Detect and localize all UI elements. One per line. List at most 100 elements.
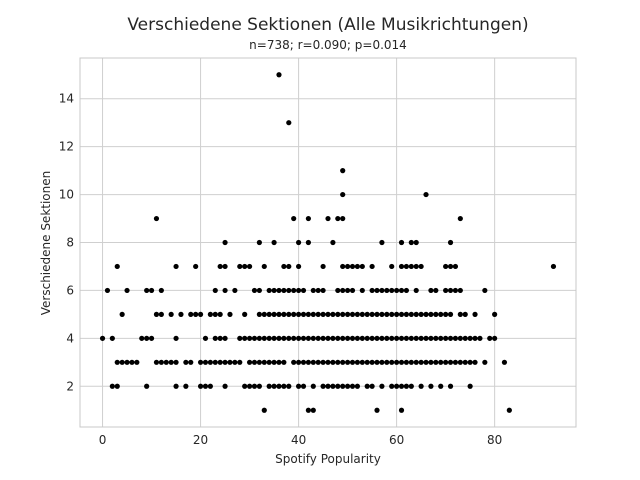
data-point <box>305 359 311 365</box>
data-point <box>104 287 111 294</box>
data-point <box>340 335 346 341</box>
data-point <box>398 239 405 246</box>
data-point <box>158 311 164 317</box>
data-point <box>335 359 341 365</box>
data-point <box>345 287 351 294</box>
data-point <box>443 335 449 341</box>
data-point <box>153 311 160 317</box>
data-point <box>433 359 439 365</box>
data-point <box>242 335 248 341</box>
data-point <box>251 359 258 365</box>
data-point <box>276 335 282 341</box>
data-point <box>330 335 336 341</box>
data-point <box>374 407 380 413</box>
data-point <box>369 311 375 317</box>
data-point <box>222 263 228 270</box>
data-point <box>266 311 272 317</box>
data-point <box>237 335 243 341</box>
data-point <box>438 335 444 341</box>
data-point <box>286 383 292 389</box>
data-point <box>271 311 277 317</box>
data-point <box>403 335 410 341</box>
data-point <box>369 287 375 294</box>
data-point <box>256 239 262 246</box>
data-point <box>389 383 395 389</box>
data-point <box>246 359 253 365</box>
data-point <box>492 335 498 341</box>
data-point <box>305 311 311 317</box>
y-axis-label: Verschiedene Sektionen <box>39 171 53 316</box>
data-point <box>394 335 400 341</box>
data-point <box>232 287 238 294</box>
y-tick-labels: 2 4 6 8 10 12 14 <box>59 92 74 394</box>
data-point <box>251 335 258 341</box>
data-point <box>447 287 454 294</box>
data-point <box>276 72 282 78</box>
data-point <box>398 359 405 365</box>
data-point <box>193 311 199 317</box>
data-point <box>295 359 302 365</box>
data-point <box>173 263 179 270</box>
data-point <box>212 287 218 294</box>
data-point <box>315 359 321 365</box>
data-point <box>256 287 262 294</box>
data-point <box>354 263 361 270</box>
data-point <box>261 407 267 413</box>
data-point <box>148 335 155 341</box>
data-point <box>266 287 272 294</box>
data-point <box>447 239 454 246</box>
data-point <box>261 335 267 341</box>
data-point <box>462 311 468 317</box>
data-point <box>330 311 336 317</box>
data-point <box>251 383 258 389</box>
data-point <box>300 383 307 389</box>
data-point <box>408 239 414 246</box>
data-point <box>295 239 302 246</box>
data-point <box>359 335 365 341</box>
data-point <box>207 383 213 389</box>
data-point <box>345 263 351 270</box>
data-point <box>359 359 365 365</box>
data-point <box>266 335 272 341</box>
data-point <box>188 359 194 365</box>
data-point <box>389 335 395 341</box>
data-point <box>315 311 321 317</box>
data-point <box>281 383 287 389</box>
data-point <box>394 359 400 365</box>
data-point <box>374 359 380 365</box>
data-point <box>384 311 390 317</box>
x-axis-label: Spotify Popularity <box>275 452 381 466</box>
data-point <box>276 359 282 365</box>
data-point <box>222 287 228 294</box>
data-point <box>369 335 375 341</box>
data-point <box>148 287 155 294</box>
data-point <box>256 383 262 389</box>
data-point <box>330 359 336 365</box>
data-point <box>467 383 473 389</box>
data-point <box>197 311 204 317</box>
data-point <box>413 311 419 317</box>
data-point <box>325 215 331 222</box>
data-point <box>492 311 498 317</box>
data-point <box>212 359 218 365</box>
data-point <box>286 335 292 341</box>
data-point <box>325 311 331 317</box>
data-point <box>443 359 449 365</box>
y-tick-label: 8 <box>66 236 74 250</box>
data-point <box>158 359 164 365</box>
data-point <box>217 335 223 341</box>
data-point <box>256 311 262 317</box>
data-point <box>418 383 424 389</box>
data-point <box>144 287 150 294</box>
data-point <box>433 287 439 294</box>
data-point <box>173 383 179 389</box>
data-point <box>418 263 424 270</box>
y-tick-label: 14 <box>59 92 74 106</box>
data-point <box>305 239 311 246</box>
data-point <box>246 335 253 341</box>
data-point <box>295 287 302 294</box>
data-point <box>256 359 262 365</box>
data-point <box>398 263 405 270</box>
data-point <box>364 383 370 389</box>
x-tick-label: 80 <box>487 433 502 447</box>
